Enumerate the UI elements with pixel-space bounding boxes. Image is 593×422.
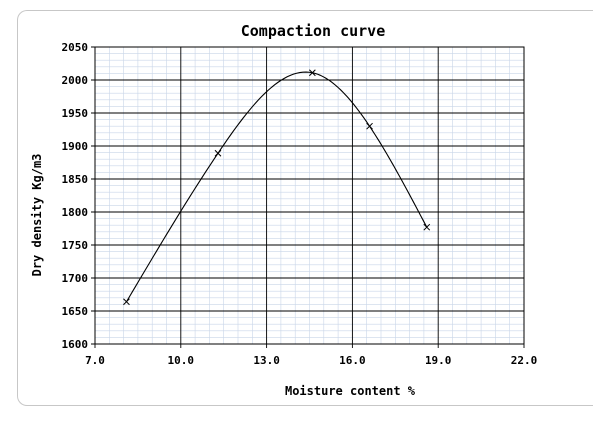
chart-title: Compaction curve	[241, 22, 386, 40]
y-tick-labels: 1600 1650 1700 1750 1800 1850 1900 1950 2000 2050	[62, 41, 89, 351]
data-point-marker	[423, 223, 431, 231]
y-tick-label: 1900	[62, 140, 89, 153]
data-markers	[123, 69, 431, 306]
y-axis-label: Dry density Kg/m3	[30, 154, 44, 277]
x-tick-labels: 7.0 10.0 13.0 16.0 19.0 22.0	[85, 354, 537, 367]
x-tick-label: 22.0	[511, 354, 538, 367]
x-tick-label: 10.0	[168, 354, 195, 367]
marker-stroke	[309, 69, 316, 77]
data-point-marker	[123, 298, 130, 306]
minor-grid	[94, 46, 525, 345]
x-tick-label: 13.0	[253, 354, 280, 367]
y-tick-label: 2050	[62, 41, 89, 54]
y-tick-label: 1600	[62, 338, 89, 351]
x-axis-label: Moisture content %	[285, 384, 416, 398]
y-tick-label: 1950	[62, 107, 89, 120]
marker-stroke	[366, 122, 373, 130]
marker-stroke	[123, 298, 130, 306]
y-tick-label: 1800	[62, 206, 89, 219]
y-tick-label: 1650	[62, 305, 89, 318]
data-point-marker	[309, 69, 316, 77]
x-tick-label: 16.0	[339, 354, 366, 367]
y-tick-label: 2000	[62, 74, 89, 87]
y-tick-label: 1750	[62, 239, 89, 252]
y-tick-label: 1700	[62, 272, 89, 285]
x-tick-label: 19.0	[425, 354, 452, 367]
marker-stroke	[214, 149, 222, 157]
marker-stroke	[423, 223, 431, 231]
plot-border	[94, 46, 525, 345]
major-grid	[91, 46, 525, 348]
chart-frame	[17, 10, 593, 406]
y-tick-label: 1850	[62, 173, 89, 186]
data-point-marker	[366, 122, 373, 130]
data-point-marker	[214, 149, 222, 157]
x-tick-label: 7.0	[85, 354, 105, 367]
